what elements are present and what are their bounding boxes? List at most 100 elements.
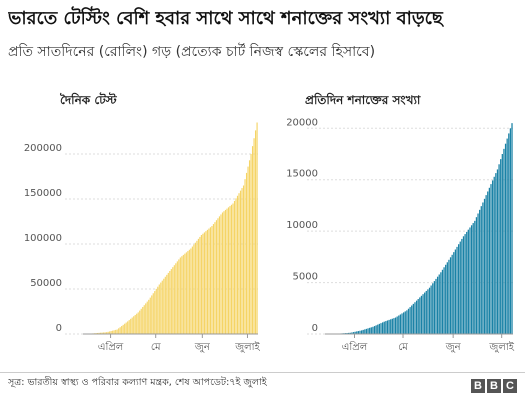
bar [420,295,423,334]
bar [148,299,150,334]
bar [490,184,492,334]
bar [185,252,187,334]
bar [482,202,484,334]
bar [212,224,215,334]
chart-subtitle: প্রতি সাতদিনের (রোলিং) গড় (প্রত্যেক চার… [8,44,376,60]
bar [372,326,374,334]
bar [480,206,482,334]
bar [227,207,230,334]
bar [229,206,231,334]
bar [193,244,195,334]
x-tick-label: মে [151,342,161,353]
bar [357,331,359,334]
bar [506,138,508,334]
bar [158,284,160,334]
bar [152,293,154,334]
bar [427,289,429,334]
bar [436,276,439,334]
bar [407,308,410,334]
bar [172,267,174,334]
bar [356,331,358,334]
chart-panel-daily-tests: 0 50000 100000 150000 200000 এপ্রিল মে জুন জুলাই [24,122,261,353]
bar [483,198,486,334]
bar [377,324,379,334]
bar [160,282,162,334]
x-tick-label: জুন [194,342,211,353]
bar [232,203,234,334]
bar [218,216,221,334]
bar [470,225,473,334]
bar [188,249,190,334]
bar [173,265,175,334]
bar [446,262,448,334]
bar [498,164,500,334]
bar [441,269,444,334]
bar [121,326,123,334]
y-tick-label: 15000 [286,169,318,180]
bar [496,169,499,334]
bar [142,307,144,334]
bar [406,310,408,334]
y-tick-label: 150000 [24,188,62,199]
bar [388,319,390,334]
bar [169,271,171,334]
bar [134,314,136,334]
bar [403,312,405,334]
bar [419,297,421,334]
bar [422,294,424,334]
bar [157,286,159,334]
bar [176,261,178,334]
bar [445,264,447,334]
bar [200,235,202,334]
bar [440,272,442,334]
y-tick-label: 5000 [293,272,318,283]
bar [451,254,453,334]
bar [411,305,413,334]
bar [360,330,363,334]
bar [199,236,201,334]
bar [190,248,192,334]
bar [245,172,248,334]
bar [424,292,426,334]
bar [179,257,181,334]
bar [182,254,184,334]
bar [247,166,249,334]
bar [367,328,369,334]
bar [145,303,147,334]
bar [205,231,207,334]
bar [472,223,474,334]
bar [256,122,258,334]
bar [118,328,120,334]
bar [438,274,440,334]
bar [364,329,366,334]
bar [398,315,400,334]
bbc-logo-letter: C [503,379,517,393]
y-tick-label: 0 [56,323,62,334]
bar [459,241,461,334]
bar [110,331,112,334]
bar [202,233,204,334]
bar [425,290,427,334]
bar [467,229,469,334]
bar [409,307,411,334]
bar [348,332,350,334]
x-tick-label: এপ্রিল [98,341,124,353]
bbc-logo-letter: B [487,379,501,393]
bar [375,325,377,334]
bar [196,240,198,334]
bar [170,269,172,334]
bar [233,200,236,334]
bar [224,209,227,334]
bar [226,208,228,334]
bar [365,328,368,334]
bar [221,212,224,334]
bar [119,327,121,334]
bar [250,154,252,334]
bar [495,173,497,334]
bar [491,180,494,334]
bar [206,229,208,334]
bar [393,318,395,334]
bar [175,263,177,334]
bar [116,329,118,334]
bar [464,234,466,334]
